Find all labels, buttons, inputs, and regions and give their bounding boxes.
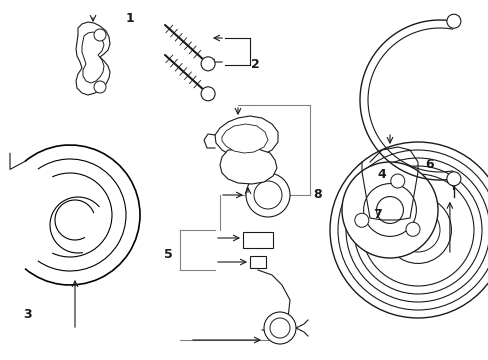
Circle shape — [390, 174, 404, 188]
Circle shape — [269, 318, 289, 338]
Polygon shape — [76, 22, 110, 95]
Polygon shape — [243, 232, 272, 248]
Text: 7: 7 — [373, 208, 382, 221]
Text: 5: 5 — [163, 248, 172, 261]
Circle shape — [405, 222, 419, 236]
Circle shape — [94, 29, 106, 41]
Circle shape — [446, 14, 460, 28]
Circle shape — [201, 87, 215, 101]
Circle shape — [376, 197, 403, 224]
Circle shape — [94, 81, 106, 93]
Circle shape — [341, 162, 437, 258]
Polygon shape — [220, 149, 276, 184]
Circle shape — [245, 173, 289, 217]
Text: 1: 1 — [125, 12, 134, 24]
Circle shape — [264, 312, 295, 344]
Circle shape — [384, 197, 450, 264]
Polygon shape — [215, 116, 278, 158]
Text: 2: 2 — [250, 58, 259, 72]
Text: 4: 4 — [377, 168, 386, 181]
Text: 6: 6 — [425, 158, 433, 171]
Circle shape — [354, 213, 368, 227]
Circle shape — [201, 57, 215, 71]
Polygon shape — [249, 256, 265, 268]
Text: 8: 8 — [313, 189, 322, 202]
Polygon shape — [222, 124, 267, 153]
Polygon shape — [82, 32, 104, 83]
Circle shape — [253, 181, 282, 209]
Circle shape — [363, 184, 416, 237]
Circle shape — [446, 172, 460, 186]
Circle shape — [395, 208, 439, 252]
Text: 3: 3 — [23, 309, 32, 321]
